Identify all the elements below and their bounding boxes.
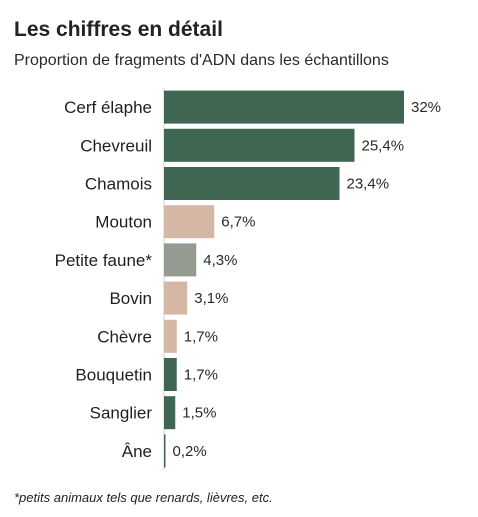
bar-chart: Cerf élaphe 32% Chevreuil 25,4% Chamois 23,4%… xyxy=(55,88,441,470)
category-label: Chevreuil xyxy=(80,136,152,155)
bar xyxy=(164,281,188,315)
value-label: 3,1% xyxy=(194,290,228,307)
category-label: Cerf élaphe xyxy=(64,98,152,117)
value-label: 1,7% xyxy=(184,328,218,345)
chart-subtitle: Proportion de fragments d'ADN dans les é… xyxy=(14,52,389,69)
value-label: 25,4% xyxy=(362,137,405,154)
value-label: 1,5% xyxy=(182,405,216,422)
category-label: Sanglier xyxy=(90,404,153,423)
bar xyxy=(164,128,355,162)
value-label: 0,2% xyxy=(173,443,207,460)
category-label: Chamois xyxy=(85,175,152,194)
value-label: 6,7% xyxy=(221,214,255,231)
value-label: 1,7% xyxy=(184,367,218,384)
category-label: Chèvre xyxy=(97,327,152,346)
footnote: *petits animaux tels que renards, lièvre… xyxy=(14,490,273,505)
value-label: 32% xyxy=(411,99,441,116)
bar xyxy=(164,167,340,200)
bar xyxy=(164,205,215,239)
chart-title: Les chiffres en détail xyxy=(14,18,223,41)
value-label: 4,3% xyxy=(203,252,237,269)
bar xyxy=(164,434,166,468)
category-label: Bovin xyxy=(109,289,152,308)
category-label: Petite faune* xyxy=(55,251,153,270)
bar xyxy=(164,319,177,353)
bar xyxy=(164,243,197,277)
bar xyxy=(164,358,177,391)
category-label: Mouton xyxy=(95,213,152,232)
category-label: Âne xyxy=(122,442,152,461)
value-label: 23,4% xyxy=(347,176,390,193)
category-label: Bouquetin xyxy=(75,366,152,385)
bar xyxy=(164,90,404,124)
bar xyxy=(164,396,176,430)
